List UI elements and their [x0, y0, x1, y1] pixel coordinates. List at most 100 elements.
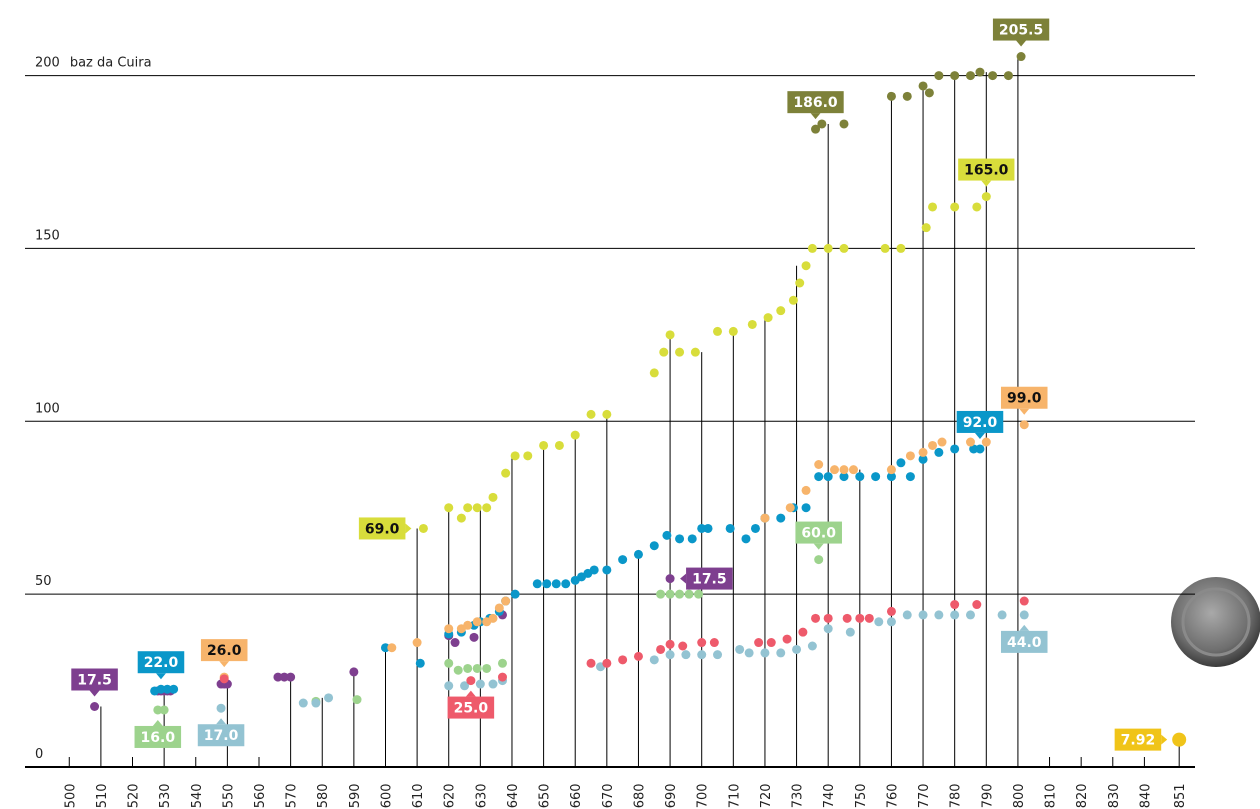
data-point [216, 703, 226, 713]
annotation-pointer [1161, 734, 1168, 745]
data-point [586, 409, 596, 419]
data-point [697, 523, 707, 533]
data-point [886, 617, 896, 627]
data-point [807, 641, 817, 651]
data-point [684, 589, 694, 599]
x-tick-label: 1580 [316, 783, 331, 809]
x-tick-label: 1660 [569, 783, 584, 809]
data-point [747, 319, 757, 329]
x-tick-label: 1690 [664, 783, 679, 809]
data-point [159, 705, 169, 715]
data-point [488, 613, 498, 623]
data-point [713, 650, 723, 660]
annotation-pointer [465, 690, 476, 697]
data-point [918, 454, 928, 464]
annotation-label: 205.5 [999, 23, 1043, 39]
data-point [153, 705, 163, 715]
x-tick-label: 1570 [285, 783, 300, 809]
data-point [1172, 732, 1187, 747]
data-point [444, 503, 454, 513]
data-point [633, 651, 643, 661]
x-tick-label: 1610 [411, 783, 426, 809]
data-point [950, 71, 960, 81]
data-point [589, 565, 599, 575]
data-point [675, 534, 685, 544]
data-point [928, 440, 938, 450]
annotation-label: 60.0 [801, 526, 836, 542]
data-point [801, 261, 811, 271]
data-point [324, 693, 334, 703]
data-point [298, 698, 308, 708]
data-point [156, 684, 166, 694]
data-point [415, 658, 425, 668]
annotation-label: 26.0 [207, 643, 242, 659]
annotation-label: 25.0 [454, 701, 489, 717]
y-tick-label: 200 [35, 56, 60, 71]
annotation-pointer [810, 113, 821, 120]
data-point [785, 503, 795, 513]
data-point [842, 613, 852, 623]
data-point [444, 681, 454, 691]
data-point [532, 579, 542, 589]
data-point [823, 243, 833, 253]
data-point [965, 610, 975, 620]
data-point [801, 485, 811, 495]
x-tick-label: 1650 [538, 783, 553, 809]
data-point [823, 472, 833, 482]
data-point [1003, 71, 1013, 81]
data-point [286, 672, 296, 682]
x-tick-label: 1750 [854, 783, 869, 809]
data-point [463, 663, 473, 673]
data-point [665, 330, 675, 340]
data-point [497, 672, 507, 682]
annotation-label: 165.0 [964, 163, 1009, 179]
data-point [972, 600, 982, 610]
data-point [665, 650, 675, 660]
x-tick-label: 1500 [63, 783, 78, 809]
y-tick-label: 0 [35, 747, 43, 762]
data-point [472, 503, 482, 513]
annotation-label: 17.0 [204, 728, 239, 744]
data-point [855, 613, 865, 623]
data-point [665, 639, 675, 649]
annotation-label: 186.0 [793, 95, 838, 111]
data-point [633, 549, 643, 559]
data-point [649, 655, 659, 665]
data-point [482, 663, 492, 673]
x-tick-label: 1830 [1107, 783, 1122, 809]
data-point [219, 674, 229, 684]
data-point [801, 503, 811, 513]
y-tick-label: 100 [35, 401, 60, 416]
data-point [1019, 610, 1029, 620]
annotation: 22.0 [137, 651, 185, 680]
data-point [469, 632, 479, 642]
annotation: 17.5 [71, 668, 118, 697]
x-tick-label: 1680 [632, 783, 647, 809]
data-point [754, 638, 764, 648]
data-point [988, 71, 998, 81]
data-point [725, 523, 735, 533]
data-point [501, 596, 511, 606]
data-point [776, 306, 786, 316]
data-point [811, 613, 821, 623]
data-point [950, 610, 960, 620]
annotation-box [200, 639, 248, 662]
data-point [713, 326, 723, 336]
annotation: 205.5 [992, 18, 1050, 47]
annotation-box [358, 517, 406, 540]
data-point [311, 698, 321, 708]
data-point [830, 465, 840, 475]
annotation-pointer [981, 180, 992, 187]
annotation: 99.0 [1000, 386, 1048, 415]
data-point [697, 650, 707, 660]
data-point [792, 644, 802, 654]
data-point [735, 644, 745, 654]
data-point [817, 119, 827, 129]
annotation-box [686, 567, 733, 590]
annotation-box [137, 651, 185, 674]
data-point [981, 192, 991, 202]
annotation-pointer [405, 523, 412, 534]
annotation-label: 69.0 [365, 521, 400, 537]
